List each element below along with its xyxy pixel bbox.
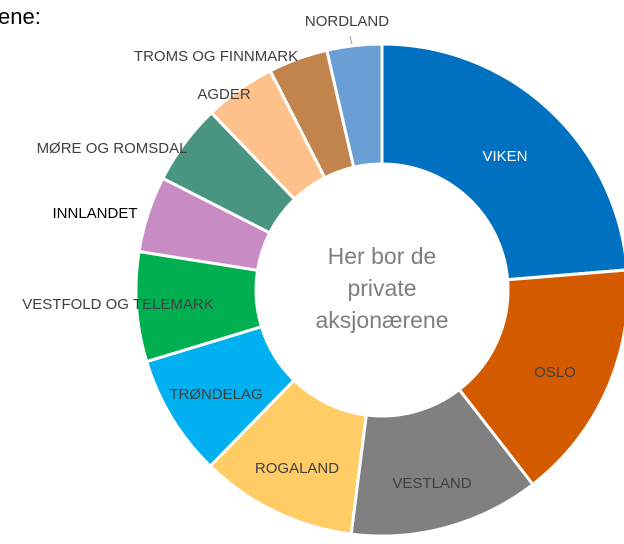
slice-label: MØRE OG ROMSDAL bbox=[37, 140, 188, 157]
donut-slice bbox=[325, 42, 384, 170]
slice-label: VIKEN bbox=[482, 148, 527, 165]
slice-label: VESTFOLD OG TELEMARK bbox=[22, 296, 213, 313]
slice-label: OSLO bbox=[534, 364, 576, 381]
slice-label: ROGALAND bbox=[255, 460, 339, 477]
slice-label: NORDLAND bbox=[305, 13, 389, 30]
slice-label: VESTLAND bbox=[392, 475, 471, 492]
chart-title: ene: bbox=[0, 4, 41, 29]
slice-label: AGDER bbox=[197, 86, 251, 103]
slice-label: TRØNDELAG bbox=[169, 386, 262, 403]
center-label: private bbox=[347, 275, 416, 301]
center-label: Her bor de bbox=[328, 243, 437, 269]
slice-label: INNLANDET bbox=[52, 205, 137, 222]
slice-label: TROMS OG FINNMARK bbox=[134, 48, 298, 65]
center-label: aksjonærene bbox=[316, 307, 449, 333]
donut-slice bbox=[457, 268, 624, 487]
